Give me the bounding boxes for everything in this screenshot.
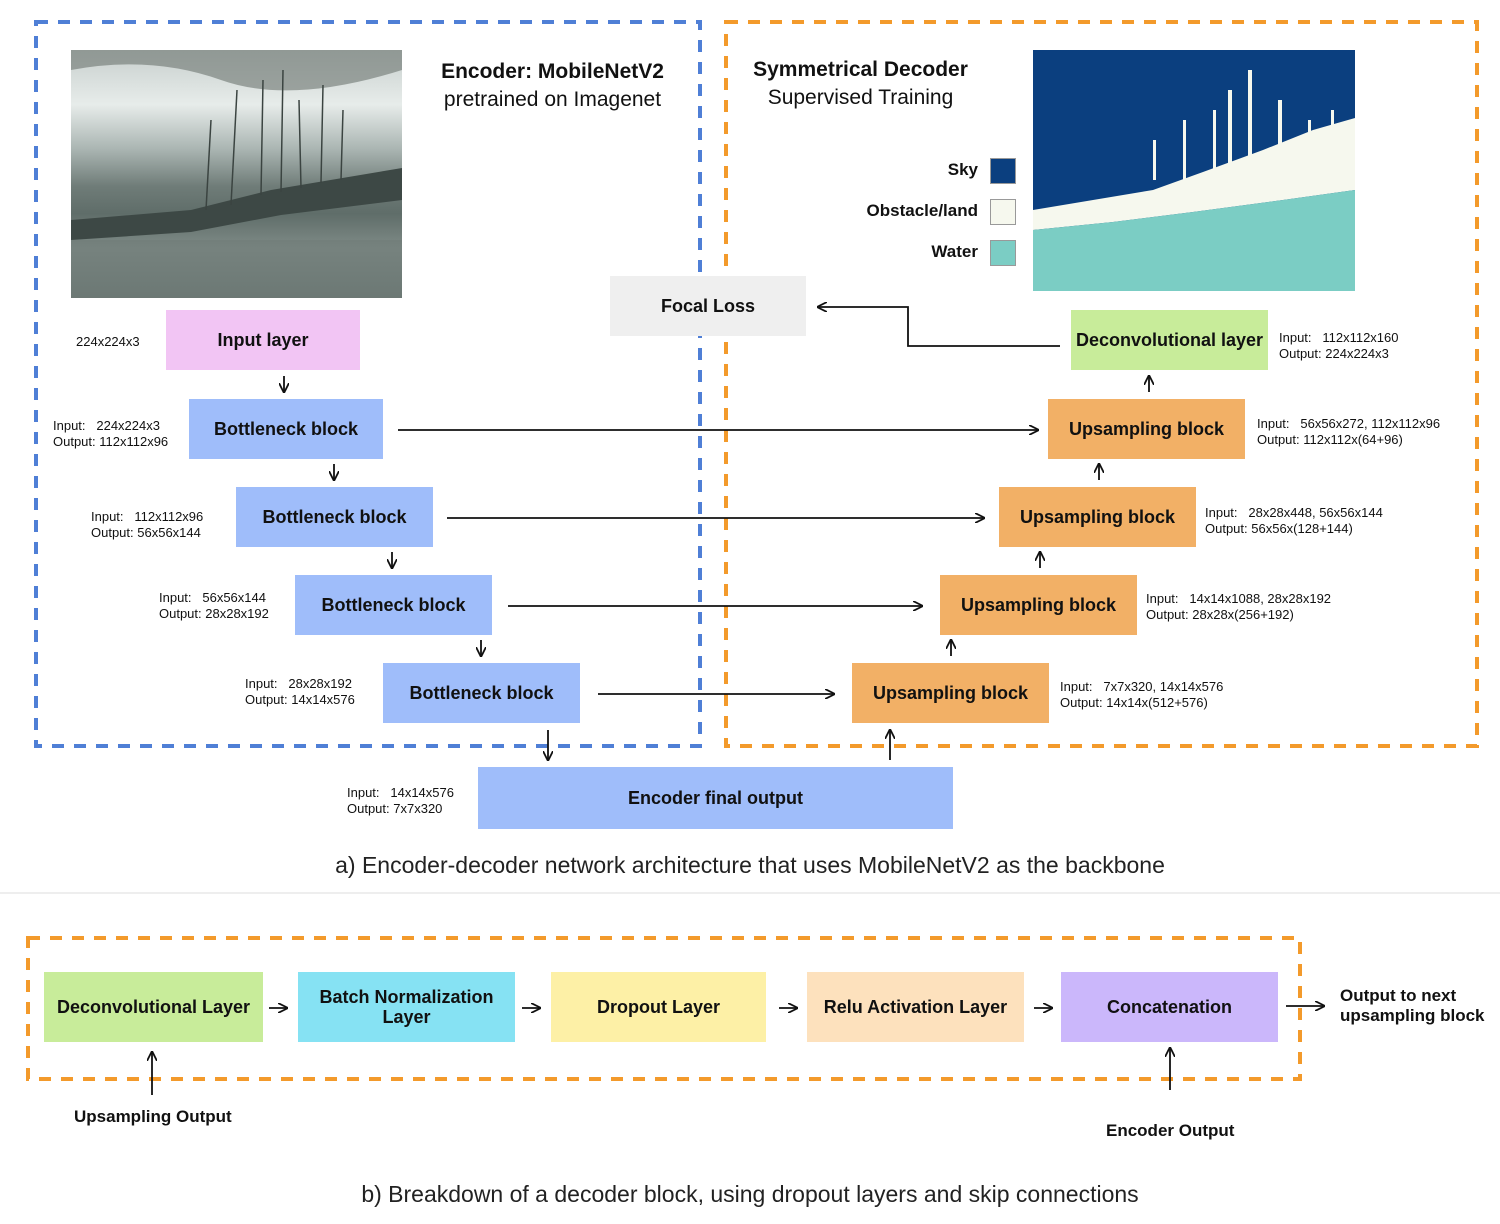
bottleneck-io-3: Input: 56x56x144 Output: 28x28x192 (159, 590, 269, 621)
decoder-title: Symmetrical Decoder (753, 58, 968, 81)
encoder-title: Encoder: MobileNetV2 (441, 60, 664, 83)
input-dim: 224x224x3 (76, 334, 140, 349)
decoder-subtitle: Supervised Training (767, 86, 954, 109)
upsampling-io-4: Input: 7x7x320, 14x14x576 Output: 14x14x… (1060, 679, 1224, 710)
encoder-output-label: Encoder Output (1106, 1121, 1235, 1140)
step-dropout-layer: Dropout Layer (551, 972, 766, 1042)
upsampling-block-2: Upsampling block (999, 487, 1196, 547)
mask-shapes (1033, 70, 1355, 291)
caption-b: b) Breakdown of a decoder block, using d… (361, 1181, 1139, 1207)
caption-a: a) Encoder-decoder network architecture … (335, 852, 1165, 878)
encoder-title-block: Encoder: MobileNetV2 pretrained on Image… (425, 58, 680, 114)
input-photo (71, 50, 402, 298)
bottleneck-block-1: Bottleneck block (189, 399, 383, 459)
bottleneck-block-4: Bottleneck block (383, 663, 580, 723)
upsampling-block-3: Upsampling block (940, 575, 1137, 635)
bottleneck-io-4: Input: 28x28x192 Output: 14x14x576 (245, 676, 355, 707)
block-region-border (26, 936, 1302, 1081)
upsampling-io-2: Input: 28x28x448, 56x56x144 Output: 56x5… (1205, 505, 1383, 536)
bottleneck-io-2: Input: 112x112x96 Output: 56x56x144 (91, 509, 204, 540)
output-next-label: Output to next upsampling block (1340, 986, 1485, 1025)
legend-sky-swatch (990, 158, 1016, 184)
encoder-subtitle: pretrained on Imagenet (443, 88, 662, 111)
legend-water-label: Water (931, 242, 978, 261)
upsampling-block-4: Upsampling block (852, 663, 1049, 723)
step-concatenation: Concatenation (1061, 972, 1278, 1042)
upsampling-io-3: Input: 14x14x1088, 28x28x192 Output: 28x… (1146, 591, 1332, 622)
input-layer-box: Input layer (166, 310, 360, 370)
segmentation-mask (1033, 50, 1355, 291)
decoder-title-block: Symmetrical Decoder Supervised Training (738, 56, 983, 112)
step-relu-activation: Relu Activation Layer (807, 972, 1024, 1042)
focal-loss-box: Focal Loss (610, 276, 806, 336)
bottleneck-block-2: Bottleneck block (236, 487, 433, 547)
upsampling-block-1: Upsampling block (1048, 399, 1245, 459)
step-batch-normalization: Batch Normalization Layer (298, 972, 515, 1042)
step-deconvolutional-layer: Deconvolutional Layer (44, 972, 263, 1042)
legend-sky-label: Sky (947, 160, 978, 179)
legend-water-swatch (990, 240, 1016, 266)
encoder-final-io: Input: 14x14x576 Output: 7x7x320 (347, 785, 454, 816)
encoder-final-output-box: Encoder final output (478, 767, 953, 829)
decoder-region-border (724, 20, 1479, 748)
upsampling-io-1: Input: 56x56x272, 112x112x96 Output: 112… (1257, 416, 1441, 447)
legend-obstacle-swatch (990, 199, 1016, 225)
deconv-layer-box: Deconvolutional layer (1071, 310, 1268, 370)
photo-scene (71, 50, 402, 298)
deconv-io: Input: 112x112x160 Output: 224x224x3 (1279, 330, 1399, 361)
encoder-region-border (34, 20, 702, 748)
bottleneck-block-3: Bottleneck block (295, 575, 492, 635)
legend-obstacle-label: Obstacle/land (866, 201, 978, 220)
bottleneck-io-1: Input: 224x224x3 Output: 112x112x96 (53, 418, 169, 449)
upsampling-output-label: Upsampling Output (74, 1107, 232, 1126)
